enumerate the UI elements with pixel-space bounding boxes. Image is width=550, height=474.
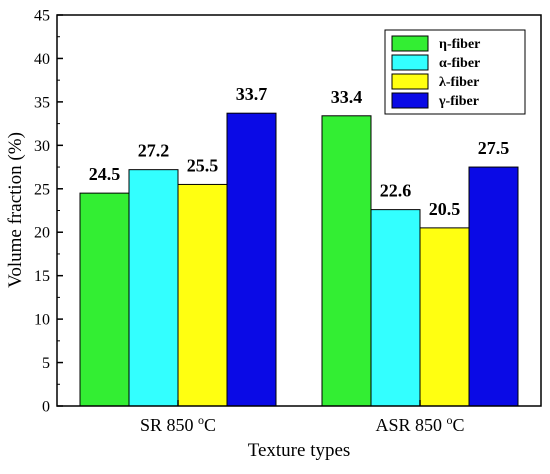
- y-tick-label: 35: [34, 94, 50, 111]
- data-label: 20.5: [429, 199, 461, 219]
- data-labels-layer: 24.5 27.2 25.5 33.7 33.4 22.6 20.5 27.5: [89, 84, 510, 219]
- bars-layer: [79, 112, 519, 407]
- legend-label: γ-fiber: [438, 94, 479, 109]
- data-label: 33.7: [236, 84, 268, 104]
- bar: [468, 166, 519, 407]
- bar: [321, 115, 372, 407]
- y-tick-label: 20: [34, 225, 50, 242]
- y-tick-label: 30: [34, 138, 50, 155]
- bar: [370, 209, 421, 407]
- y-tick-label: 45: [34, 8, 50, 25]
- y-tick-label: 40: [34, 51, 50, 68]
- legend-label: λ-fiber: [439, 75, 479, 90]
- y-tick-label: 15: [34, 268, 50, 285]
- y-tick-label: 0: [42, 399, 50, 416]
- y-axis-title: Volume fraction (%): [5, 132, 26, 288]
- y-tick-label: 5: [42, 355, 50, 372]
- legend-label: α-fiber: [439, 56, 480, 71]
- bar: [79, 192, 130, 407]
- data-label: 22.6: [380, 181, 412, 201]
- x-axis: SR 850 oC ASR 850 oC: [140, 400, 465, 435]
- data-label: 25.5: [187, 155, 219, 175]
- y-tick-label: 25: [34, 181, 50, 198]
- legend-swatch: [391, 54, 429, 71]
- legend-swatch: [391, 35, 429, 52]
- data-label: 27.5: [478, 138, 510, 158]
- data-label: 27.2: [138, 141, 170, 161]
- y-tick-label: 10: [34, 312, 50, 329]
- legend-swatch: [391, 73, 429, 90]
- bar: [419, 227, 470, 407]
- x-tick-label: ASR 850 oC: [375, 413, 464, 435]
- bar: [226, 112, 277, 407]
- legend-swatch: [391, 92, 429, 109]
- data-label: 33.4: [331, 87, 363, 107]
- data-label: 24.5: [89, 164, 121, 184]
- x-axis-title: Texture types: [248, 440, 351, 461]
- y-axis: 0 5 10 15 20 25 30 35 40 45: [34, 8, 63, 416]
- bar: [128, 169, 179, 407]
- legend: η-fiber α-fiber λ-fiber γ-fiber: [384, 29, 526, 115]
- bar: [177, 183, 228, 407]
- legend-label: η-fiber: [439, 37, 480, 52]
- x-tick-label: SR 850 oC: [140, 413, 216, 435]
